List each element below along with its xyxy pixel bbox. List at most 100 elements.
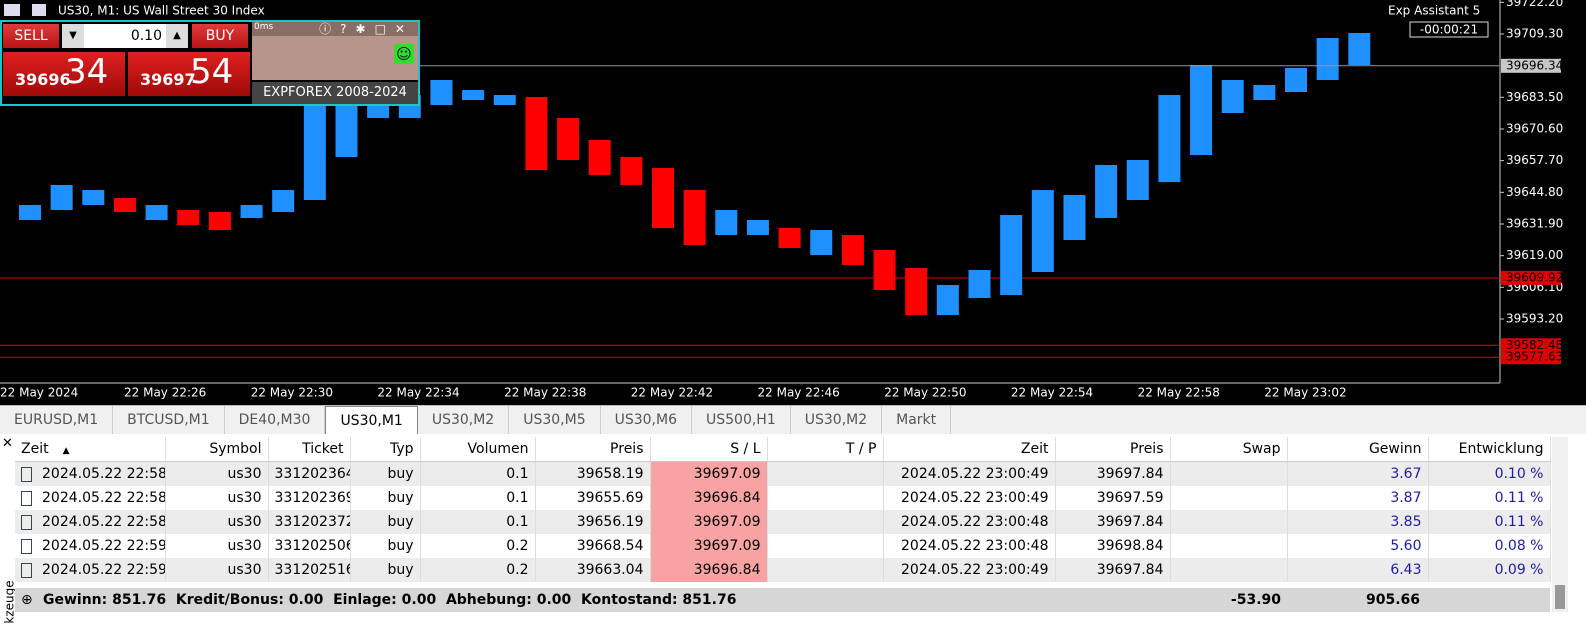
cell: 5.60 [1287,534,1429,558]
row-icon [21,466,32,482]
bid-price[interactable]: 39696 34 [3,52,125,96]
candle [557,117,580,160]
summary-row: ⊕ Gewinn: 851.76 Kredit/Bonus: 0.00 Einl… [15,588,1550,612]
bid-small: 34 [65,52,109,92]
cell-text: 39697.09 [693,466,761,482]
cell-text: 0.08 % [1494,538,1544,554]
candle [620,156,643,186]
column-header[interactable]: Zeit ▲ [15,437,166,462]
cell-text: 2024.05.22 23:00:49 [901,490,1049,506]
column-header[interactable]: Gewinn [1287,437,1429,462]
position-row[interactable]: 2024.05.22 22:59... us30 331202516 buy 0.2 39… [15,558,1551,582]
cell [1170,534,1288,558]
cell-text: 2024.05.22 23:00:48 [901,514,1049,530]
cell: 2024.05.22 22:59... [15,534,166,558]
volume-down[interactable]: ▼ [62,24,84,48]
column-header[interactable]: Entwicklung [1428,437,1551,462]
candle [335,100,358,157]
candle [1190,64,1213,156]
level-label-box [1501,350,1561,365]
cell-text: us30 [227,562,262,578]
status-smiley: ☺ [394,44,414,64]
cell-text: 39663.04 [576,562,644,578]
column-header[interactable]: Ticket [268,437,351,462]
tab[interactable]: US30,M2 [791,406,883,434]
row-icon [21,490,32,506]
tab[interactable]: Markt [882,406,952,434]
row-icon [21,514,32,530]
cell-text: 2024.05.22 22:59... [42,538,165,554]
cell: 3.85 [1287,510,1429,534]
y-tick-label: 39709.30 [1506,26,1563,40]
sort-arrow: ▲ [62,446,70,456]
cell: 6.43 [1287,558,1429,582]
total-profit: 905.66 [1365,592,1420,608]
cell: 0.11 % [1428,510,1551,534]
cell [767,510,884,534]
scroll-thumb[interactable] [1555,585,1565,609]
y-tick-label: 39631.90 [1506,216,1563,230]
column-header[interactable]: Preis [1055,437,1171,462]
tab[interactable]: US500,H1 [692,406,791,434]
cell: 0.2 [420,534,536,558]
candle [968,270,991,299]
column-header[interactable]: Typ [350,437,421,462]
tab[interactable]: US30,M6 [601,406,692,434]
menu-icon[interactable] [4,4,20,16]
cell-text: 2024.05.22 23:00:49 [901,466,1049,482]
panel-icons[interactable]: ⓘ?✱□✕ [319,22,414,36]
tab[interactable]: BTCUSD,M1 [113,406,225,434]
candle [715,209,738,236]
close-button[interactable]: ✕ [2,436,13,451]
column-title: Volumen [467,441,529,457]
cell: 39696.84 [650,486,768,510]
scrollbar[interactable] [1552,437,1568,612]
position-row[interactable]: 2024.05.22 22:58... us30 331202372 buy 0.1 39… [15,510,1551,534]
position-row[interactable]: 2024.05.22 22:58... us30 331202369 buy 0.1 39… [15,486,1551,510]
column-title: S / L [730,441,761,457]
column-header[interactable]: Swap [1170,437,1288,462]
position-row[interactable]: 2024.05.22 22:59... us30 331202506 buy 0.2 39… [15,534,1551,558]
position-row[interactable]: 2024.05.22 22:58... us30 331202364 buy 0.1 39… [15,461,1551,486]
candle [1000,215,1023,296]
tab[interactable]: EURUSD,M1 [0,406,114,434]
volume-up[interactable]: ▲ [166,24,188,48]
cell: 39697.59 [1055,486,1171,510]
column-title: Ticket [302,441,344,457]
ask-small: 54 [190,52,234,92]
chart-icon[interactable] [32,4,46,16]
cell: 331202364 [268,461,351,486]
candle [652,167,674,229]
cell-text: 39696.84 [693,562,761,578]
cell: 39697.84 [1055,461,1171,486]
x-tick-label: 22 May 2024 [0,386,78,400]
cell-text: 39697.84 [1096,562,1164,578]
column-header[interactable]: Preis [535,437,651,462]
expand-icon[interactable]: ⊕ [21,592,33,608]
cell-text: 2024.05.22 22:58... [42,490,165,506]
column-header[interactable]: Zeit [883,437,1056,462]
column-header[interactable]: S / L [650,437,768,462]
buy-button[interactable]: BUY [192,24,248,48]
cell: us30 [165,534,269,558]
candle [1221,79,1244,114]
cell: 39658.19 [535,461,651,486]
cell: 39668.54 [535,534,651,558]
cell-text: 3.87 [1390,490,1422,506]
tab[interactable]: DE40,M30 [225,406,326,434]
candle [841,235,864,266]
sell-button[interactable]: SELL [3,24,59,48]
x-tick-label: 22 May 23:02 [1264,386,1346,400]
column-header[interactable]: Symbol [165,437,269,462]
column-title: Zeit [21,441,49,457]
volume-box[interactable]: ▼ 0.10 ▲ [62,24,188,48]
column-header[interactable]: Volumen [420,437,536,462]
ask-price[interactable]: 39697 54 [128,52,250,96]
row-icon [21,538,32,554]
tab[interactable]: US30,M2 [418,406,510,434]
cell-text: 0.09 % [1494,562,1544,578]
tab[interactable]: US30,M1 [325,406,418,434]
tab[interactable]: US30,M5 [509,406,601,434]
cell [1170,461,1288,486]
column-header[interactable]: T / P [767,437,884,462]
